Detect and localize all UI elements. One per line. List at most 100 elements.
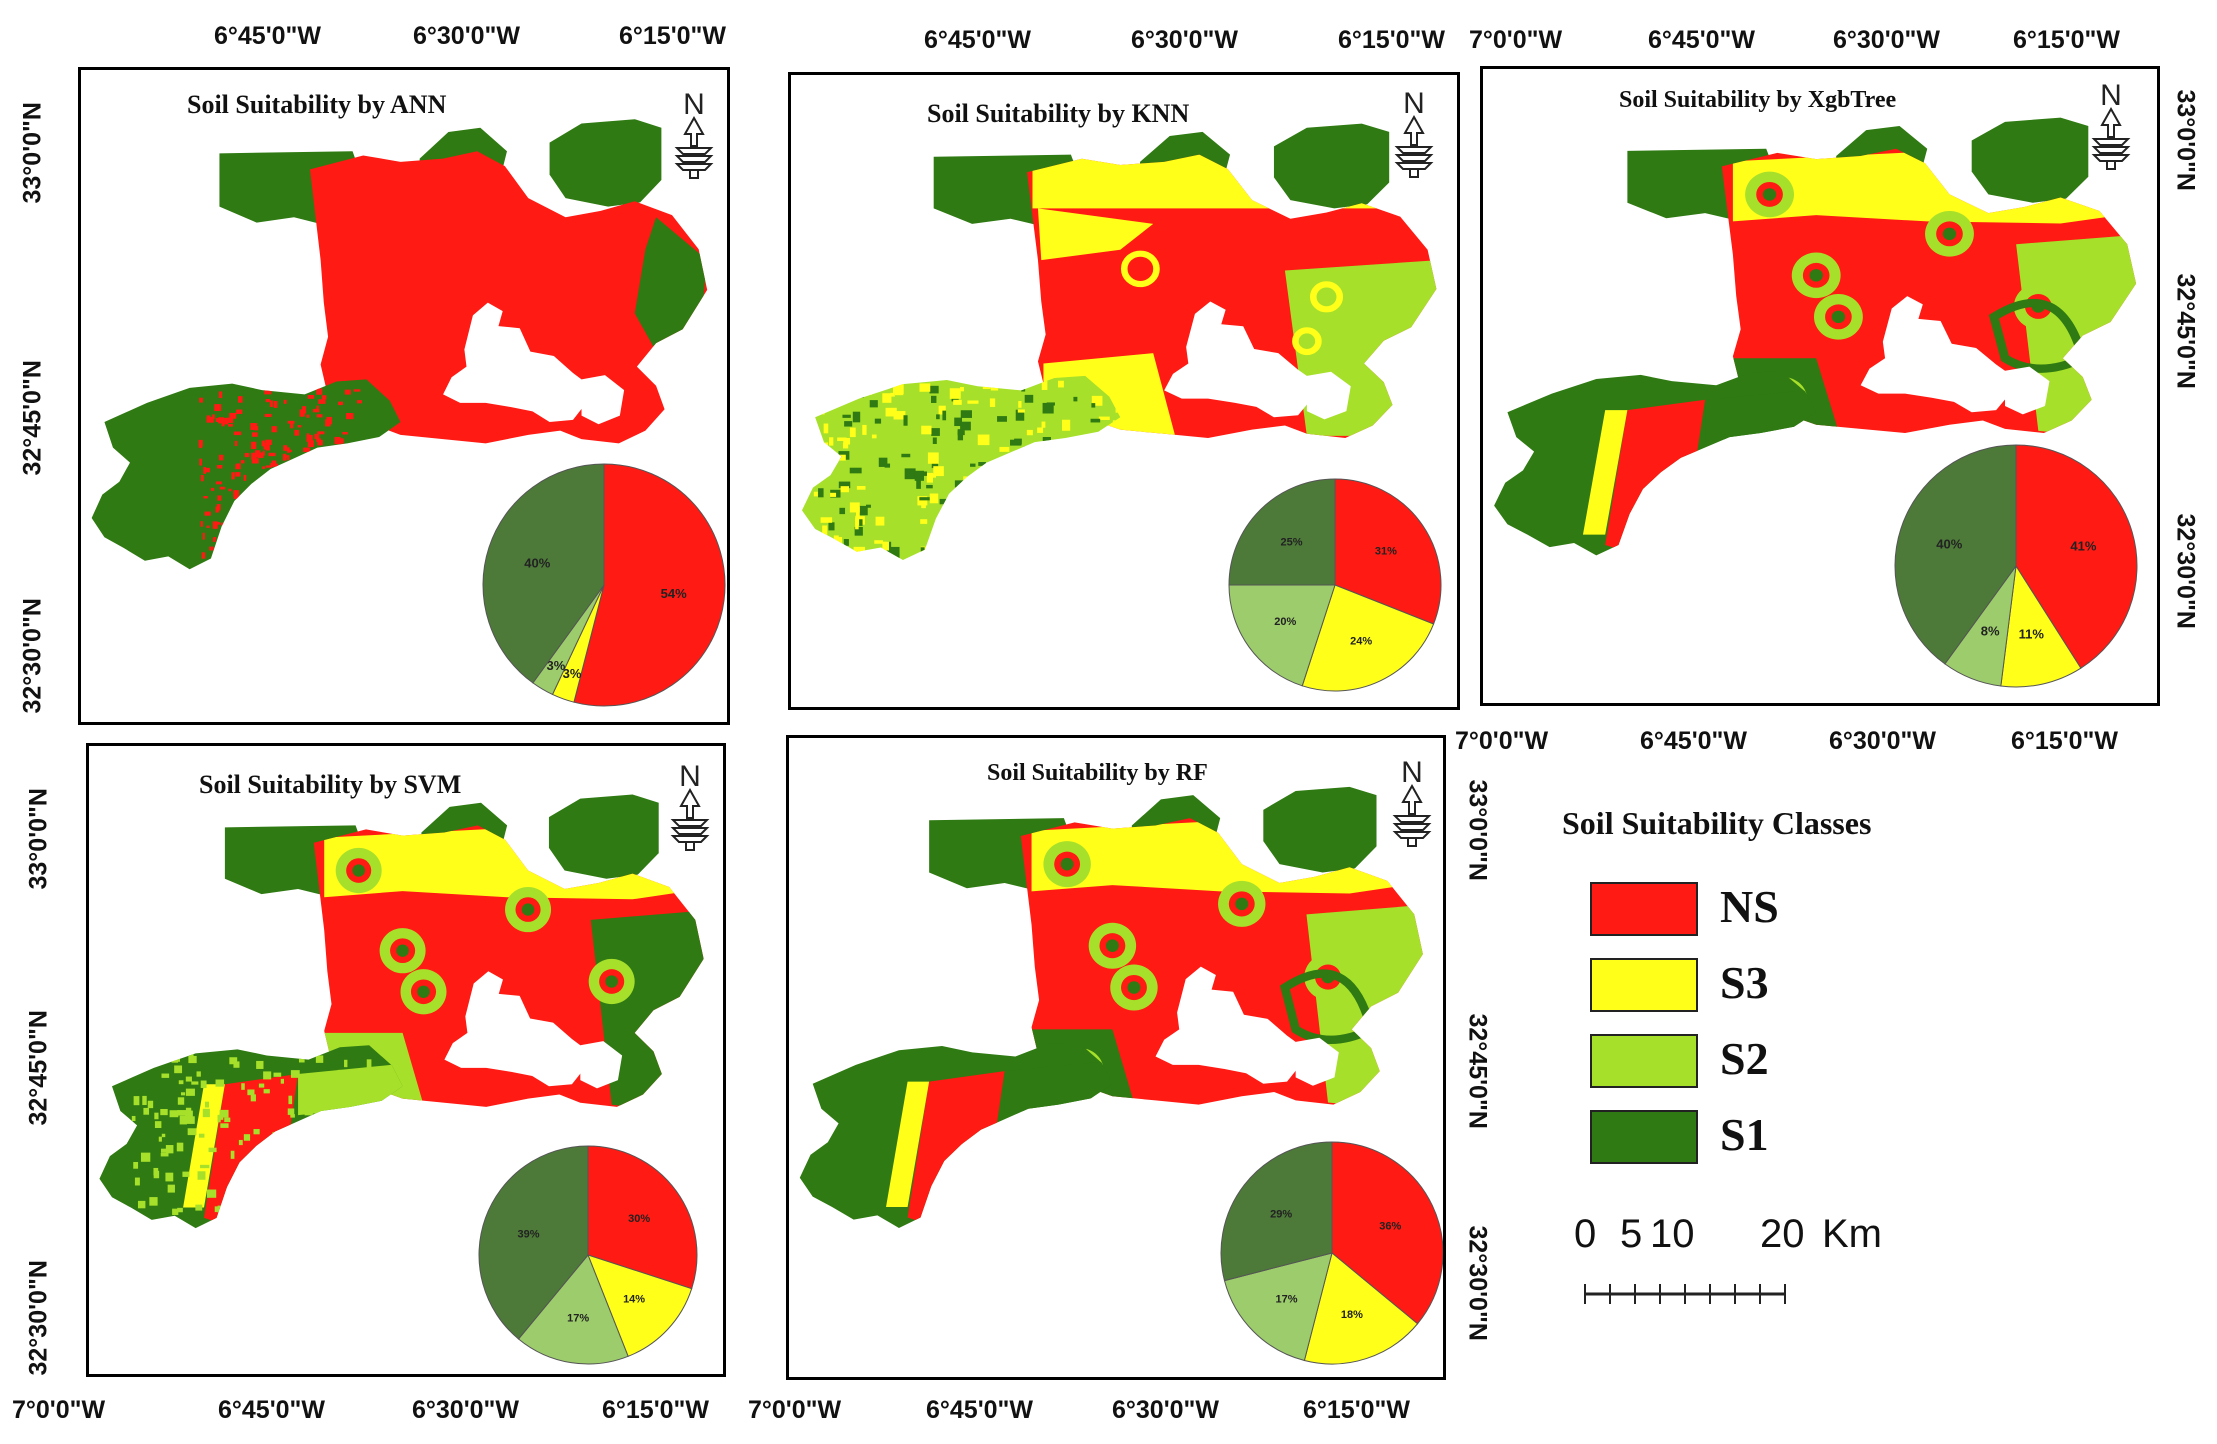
- pie-label-s3: 24%: [1350, 636, 1372, 648]
- scale-label: 10: [1650, 1212, 1695, 1256]
- pie-slice-ns: [587, 1145, 698, 1290]
- lake: [443, 302, 588, 423]
- suitability-map: [91, 119, 708, 570]
- lake: [1860, 296, 2012, 413]
- lat-label: 32°45'0"N: [1463, 1013, 1492, 1129]
- lon-label: 6°45'0"W: [1648, 26, 1756, 54]
- map-panel-ann: Soil Suitability by ANN N 54% 3% 3% 40%: [78, 67, 730, 725]
- north-arrow-icon: N: [667, 760, 713, 852]
- lon-label: 6°15'0"W: [619, 22, 727, 50]
- lat-label: 33°0'0"N: [2171, 89, 2200, 191]
- north-arrow-icon: N: [1389, 756, 1435, 848]
- suitability-region: [1263, 786, 1377, 873]
- lake: [581, 375, 625, 425]
- pie-slice-s3: [1303, 1252, 1419, 1365]
- panel-title: Soil Suitability by ANN: [187, 90, 447, 119]
- pie-label-s3: 11%: [2019, 626, 2045, 641]
- pie-label-ns: 30%: [628, 1213, 650, 1225]
- class-share-pie: 54% 3%3% 40%: [482, 463, 726, 707]
- class-share-pie: 31% 24% 20% 25%: [1228, 478, 1442, 692]
- lake: [1306, 371, 1351, 420]
- pie-slice-s3: [587, 1254, 693, 1357]
- pie-slice-s1: [482, 463, 605, 684]
- pie-slice-s3: [1301, 584, 1435, 692]
- pie-label-s1: 25%: [1281, 537, 1303, 549]
- legend-label-s3: S3: [1720, 957, 1769, 1008]
- lake: [1164, 301, 1314, 418]
- pie-label-s1: 29%: [1270, 1209, 1292, 1221]
- scale-label: 20: [1760, 1212, 1805, 1256]
- pie-slice-ns: [2015, 444, 2138, 669]
- pie-label-s3: 14%: [623, 1293, 645, 1305]
- suitability-region: [91, 379, 401, 570]
- north-letter: N: [1401, 758, 1423, 789]
- lat-label: 32°30'0"N: [24, 1260, 53, 1376]
- pie-label-s1: 40%: [524, 555, 550, 570]
- pie-slice-s1: [1220, 1141, 1333, 1282]
- pie-slice-ns: [1331, 1141, 1443, 1325]
- suitability-region: [1273, 123, 1390, 209]
- panel-title: Soil Suitability by KNN: [927, 99, 1190, 128]
- lon-label: 6°30'0"W: [413, 22, 521, 50]
- pie-slice-ns: [1334, 478, 1442, 625]
- pie-label-ns: 54%: [661, 586, 687, 601]
- pie-label-s2: 3%: [547, 658, 566, 673]
- panel-title: Soil Suitability by XgbTree: [1619, 87, 1897, 113]
- suitability-region: [548, 794, 659, 879]
- lon-label: 7°0'0"W: [12, 1396, 106, 1424]
- north-letter: N: [1403, 89, 1425, 120]
- lon-label: 6°15'0"W: [602, 1396, 710, 1424]
- lon-label: 6°15'0"W: [2013, 26, 2121, 54]
- pie-label-s2: 17%: [1275, 1294, 1297, 1306]
- pie-label-s2: 20%: [1274, 616, 1296, 628]
- lat-label: 32°30'0"N: [18, 598, 47, 714]
- lat-label: 32°30'0"N: [2171, 513, 2200, 629]
- pie-label-s1: 39%: [518, 1229, 540, 1241]
- map-panel-xgbtree: Soil Suitability by XgbTree N 41% 11% 8% 40…: [1480, 66, 2160, 706]
- legend-swatch-s2: [1590, 1034, 1698, 1088]
- pie-label-ns: 41%: [2070, 538, 2096, 553]
- legend-swatch-ns: [1590, 882, 1698, 936]
- suitability-map: [1494, 117, 2137, 556]
- map-panel-rf: Soil Suitability by RF N 36% 18% 17% 29%: [786, 735, 1446, 1380]
- scale-unit: Km: [1822, 1212, 1882, 1256]
- suitability-map: [799, 786, 1423, 1228]
- suitability-region: [801, 375, 1121, 560]
- lat-label: 32°45'0"N: [18, 360, 47, 476]
- lon-label: 6°15'0"W: [1303, 1396, 1411, 1424]
- suitability-map: [801, 123, 1437, 560]
- pie-slice-s2: [1228, 584, 1336, 687]
- scale-ruler: [1584, 1284, 1786, 1304]
- lon-label: 6°30'0"W: [412, 1396, 520, 1424]
- north-arrow-icon: N: [1391, 87, 1437, 179]
- legend-swatch-s1: [1590, 1110, 1698, 1164]
- lat-label: 33°0'0"N: [1463, 779, 1492, 881]
- legend-swatch-s3: [1590, 958, 1698, 1012]
- scale-label: 0: [1574, 1212, 1597, 1256]
- north-arrow-icon: N: [671, 88, 717, 180]
- lon-label: 7°0'0"W: [748, 1396, 842, 1424]
- pie-slice-ns: [573, 463, 726, 707]
- lon-label: 6°45'0"W: [218, 1396, 326, 1424]
- panel-title: Soil Suitability by SVM: [199, 770, 462, 799]
- map-panel-knn: Soil Suitability by KNN N 31% 24% 20% 25%: [788, 72, 1460, 710]
- lake: [1155, 966, 1303, 1084]
- pie-label-s2: 17%: [567, 1312, 589, 1324]
- class-share-pie: 41% 11% 8% 40%: [1894, 444, 2138, 688]
- suitability-map: [99, 794, 704, 1229]
- class-share-pie: 36% 18% 17% 29%: [1220, 1141, 1443, 1365]
- lon-label: 7°0'0"W: [1455, 727, 1549, 755]
- lon-label: 6°30'0"W: [1112, 1396, 1220, 1424]
- pie-label-s2: 8%: [1981, 623, 2000, 638]
- north-letter: N: [683, 90, 705, 121]
- suitability-region: [549, 119, 662, 207]
- lat-label: 32°30'0"N: [1463, 1225, 1492, 1341]
- legend-label-s2: S2: [1720, 1033, 1769, 1084]
- lake: [1295, 1037, 1339, 1086]
- pie-slice-s2: [517, 1254, 629, 1365]
- lon-label: 6°30'0"W: [1833, 26, 1941, 54]
- legend-label-ns: NS: [1720, 881, 1779, 932]
- pie-label-ns: 36%: [1379, 1221, 1401, 1233]
- lat-label: 32°45'0"N: [24, 1010, 53, 1126]
- lon-label: 6°30'0"W: [1131, 26, 1239, 54]
